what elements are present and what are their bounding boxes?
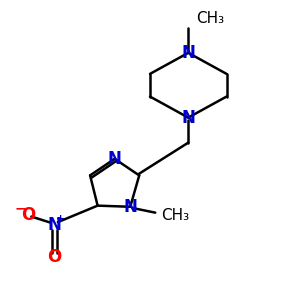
Text: N: N bbox=[181, 44, 195, 62]
Text: N: N bbox=[47, 216, 61, 234]
Text: O: O bbox=[21, 206, 35, 224]
Text: N: N bbox=[123, 198, 137, 216]
Text: CH₃: CH₃ bbox=[196, 11, 224, 26]
Text: O: O bbox=[47, 248, 62, 266]
Text: −: − bbox=[15, 201, 26, 215]
Text: CH₃: CH₃ bbox=[161, 208, 189, 223]
Text: +: + bbox=[56, 214, 65, 224]
Text: N: N bbox=[108, 150, 122, 168]
Text: N: N bbox=[181, 109, 195, 127]
